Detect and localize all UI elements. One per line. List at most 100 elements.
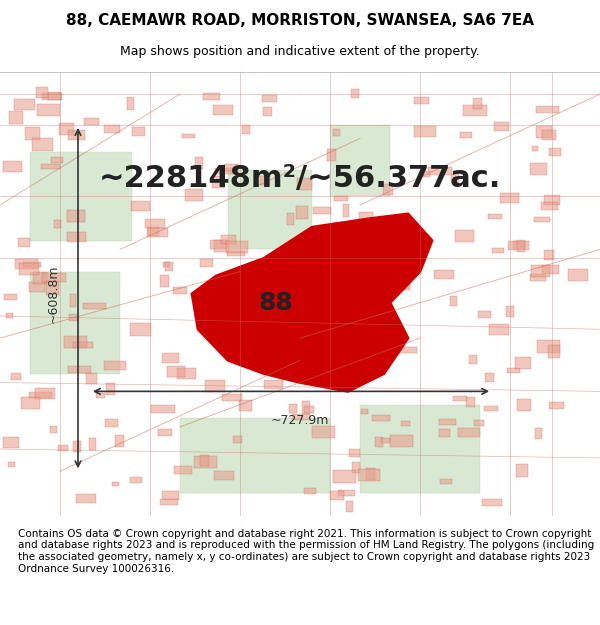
Bar <box>536 341 560 353</box>
Bar <box>67 232 86 242</box>
Bar <box>542 266 559 274</box>
Bar <box>173 466 192 474</box>
Bar <box>548 402 563 409</box>
Bar <box>29 281 45 292</box>
Bar <box>133 127 145 136</box>
Bar <box>73 342 93 348</box>
Bar <box>151 405 175 412</box>
Bar <box>42 273 65 282</box>
Bar <box>371 414 391 421</box>
Bar <box>513 241 526 249</box>
Bar <box>227 251 245 256</box>
Bar <box>37 104 61 116</box>
Bar <box>428 168 452 176</box>
Bar <box>23 262 41 266</box>
Bar <box>469 355 477 364</box>
Bar <box>568 269 588 281</box>
Bar <box>46 281 59 294</box>
Bar <box>131 201 149 211</box>
Bar <box>11 372 21 380</box>
Bar <box>395 279 406 287</box>
Bar <box>419 171 430 177</box>
Bar <box>536 106 559 114</box>
Bar <box>508 368 520 373</box>
Bar <box>533 217 550 222</box>
Bar <box>302 401 310 414</box>
Bar <box>182 134 196 138</box>
Bar <box>167 366 185 377</box>
Bar <box>4 294 17 301</box>
Bar <box>338 343 362 355</box>
Bar <box>489 324 509 335</box>
Bar <box>478 311 491 318</box>
Bar <box>36 87 48 98</box>
Bar <box>76 494 96 504</box>
Bar <box>475 420 484 426</box>
Bar <box>463 105 487 116</box>
Bar <box>264 379 283 389</box>
Bar <box>86 373 97 384</box>
Text: 88: 88 <box>259 291 293 314</box>
Polygon shape <box>180 418 330 494</box>
Bar <box>130 324 151 336</box>
Bar <box>127 96 134 109</box>
Bar <box>434 270 454 279</box>
Bar <box>41 164 60 169</box>
Bar <box>500 192 518 203</box>
Bar <box>21 397 40 409</box>
Bar <box>455 230 473 242</box>
Bar <box>401 421 410 426</box>
Bar <box>485 372 494 382</box>
Bar <box>3 438 19 448</box>
Bar <box>214 105 233 115</box>
Bar <box>298 330 304 336</box>
Bar <box>380 438 390 443</box>
Text: 88, CAEMAWR ROAD, MORRISTON, SWANSEA, SA6 7EA: 88, CAEMAWR ROAD, MORRISTON, SWANSEA, SA… <box>66 12 534 28</box>
Bar <box>212 176 224 188</box>
Bar <box>148 228 159 236</box>
Bar <box>25 127 40 140</box>
Bar <box>460 132 472 138</box>
Bar <box>163 491 179 500</box>
Bar <box>233 436 242 442</box>
Bar <box>506 306 514 316</box>
Bar <box>195 158 203 169</box>
Bar <box>338 490 355 496</box>
Bar <box>214 471 235 481</box>
Bar <box>332 469 356 483</box>
Bar <box>262 95 277 102</box>
Bar <box>115 435 124 447</box>
Bar <box>541 201 559 210</box>
Bar <box>50 426 57 433</box>
Bar <box>532 146 538 151</box>
Bar <box>59 123 74 135</box>
Bar <box>530 274 546 281</box>
Bar <box>458 428 480 437</box>
Bar <box>492 248 504 253</box>
Bar <box>130 478 142 483</box>
Bar <box>287 213 293 224</box>
Bar <box>375 268 383 276</box>
Bar <box>35 388 55 399</box>
Bar <box>29 392 52 398</box>
Bar <box>346 501 353 512</box>
Bar <box>194 456 217 468</box>
Bar <box>516 464 528 477</box>
Bar <box>440 479 452 484</box>
Bar <box>221 235 236 244</box>
Bar <box>147 228 168 238</box>
Bar <box>52 158 63 164</box>
Bar <box>224 164 238 171</box>
Bar <box>19 263 39 276</box>
Bar <box>239 400 251 411</box>
Bar <box>3 161 22 172</box>
Bar <box>209 240 227 249</box>
Bar <box>96 393 106 398</box>
Bar <box>33 272 47 284</box>
Bar <box>68 366 91 373</box>
Bar <box>313 208 331 214</box>
Polygon shape <box>228 169 312 249</box>
Bar <box>112 482 119 486</box>
Bar <box>68 130 85 140</box>
Bar <box>242 125 250 134</box>
